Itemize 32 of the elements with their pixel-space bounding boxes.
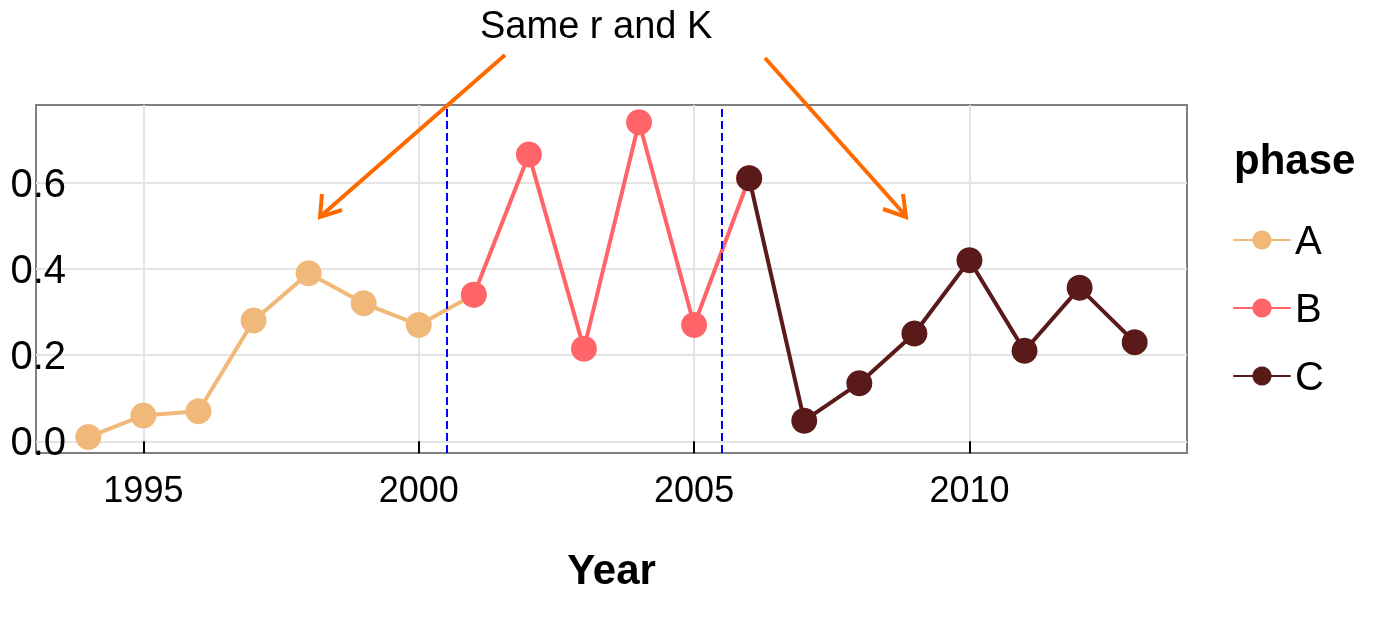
point	[1011, 337, 1038, 364]
point	[570, 335, 597, 362]
y-tick-label: 0.4	[10, 246, 66, 291]
point	[791, 407, 818, 434]
point	[75, 424, 102, 451]
x-tick-label: 2000	[378, 468, 459, 510]
x-axis-title: Year	[567, 545, 656, 593]
point	[1066, 274, 1093, 301]
x-tick-label: 2010	[929, 468, 1010, 510]
x-tick-label: 1995	[103, 468, 184, 510]
point	[846, 370, 873, 397]
point	[681, 311, 708, 338]
legend-label: A	[1295, 218, 1322, 262]
point	[130, 402, 157, 429]
x-tick-label: 2005	[654, 468, 735, 510]
point	[626, 109, 653, 136]
point	[901, 320, 928, 347]
legend-label: C	[1295, 354, 1324, 398]
legend-title: phase	[1234, 135, 1356, 183]
text: Same r and K	[480, 4, 713, 46]
legend-label: B	[1295, 286, 1322, 330]
y-tick-label: 0.6	[10, 160, 66, 205]
y-tick-label: 0.2	[10, 333, 66, 378]
y-tick-label: 0.0	[10, 419, 66, 464]
point	[515, 141, 542, 168]
point	[350, 290, 377, 317]
point	[405, 311, 432, 338]
point	[295, 260, 322, 287]
point	[956, 247, 983, 274]
point	[1121, 329, 1148, 356]
point	[185, 398, 212, 425]
point	[240, 307, 267, 334]
